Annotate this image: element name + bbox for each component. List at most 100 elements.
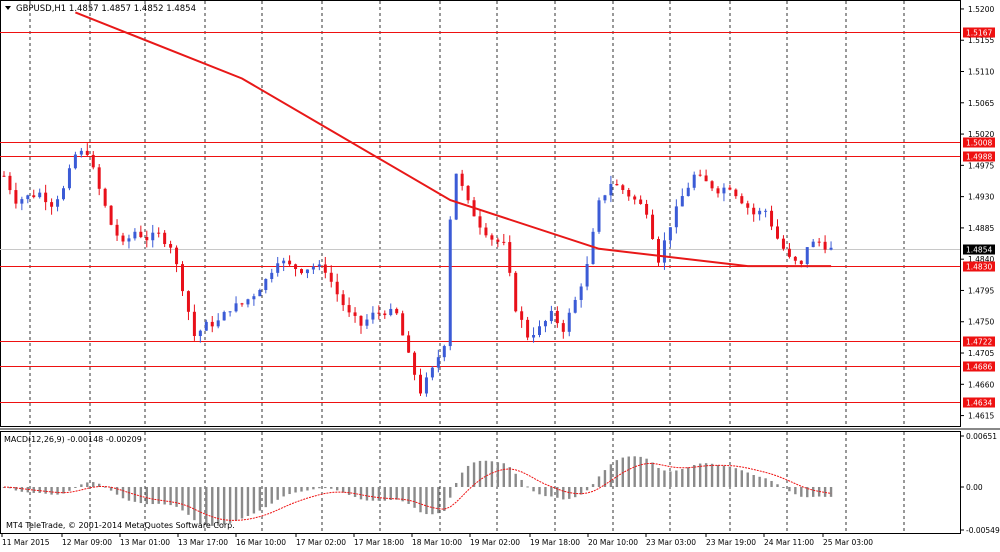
time-label: 16 Mar 10:00 xyxy=(236,538,286,547)
macd-bar xyxy=(151,486,154,505)
macd-bar xyxy=(109,486,113,491)
candle-body xyxy=(240,303,244,305)
macd-bar xyxy=(526,486,529,488)
candle-body xyxy=(157,232,161,234)
candle-body xyxy=(79,150,83,155)
level-tag-label: 1.4988 xyxy=(966,153,992,162)
macd-bar xyxy=(508,467,511,487)
level-tag xyxy=(963,336,995,347)
price-axis: 1.52001.51551.51101.50651.50201.49751.49… xyxy=(960,5,994,421)
price-tick-label: 1.4885 xyxy=(968,224,994,233)
candle-body xyxy=(186,291,190,312)
macd-bar xyxy=(734,468,738,487)
candle-body xyxy=(793,256,797,261)
time-label: 19 Mar 02:00 xyxy=(470,538,520,547)
macd-bar xyxy=(484,460,488,487)
candle-body xyxy=(192,311,196,337)
vertical-grid xyxy=(29,1,905,533)
macd-bar xyxy=(627,456,630,487)
macd-bar xyxy=(347,486,351,495)
candle-body xyxy=(294,264,298,270)
macd-bar xyxy=(419,486,422,513)
macd-bar xyxy=(490,461,494,487)
candle-body xyxy=(627,189,631,197)
macd-tick-label: 0.00651 xyxy=(966,432,997,441)
macd-bar xyxy=(562,486,565,500)
macd-bar xyxy=(371,486,375,501)
candle-body xyxy=(371,312,375,320)
level-tag-label: 1.4722 xyxy=(966,338,992,347)
candle-body xyxy=(365,319,369,326)
macd-tick-label: -0.00549 xyxy=(966,526,1000,535)
candle-body xyxy=(597,200,601,232)
macd-histogram xyxy=(2,456,833,526)
candle-body xyxy=(704,175,708,182)
macd-bar xyxy=(139,486,143,504)
macd-bar xyxy=(44,486,47,494)
price-tick-label: 1.4615 xyxy=(968,412,994,421)
macd-axis: 0.00651 0.00 -0.00549 xyxy=(960,432,1000,535)
macd-bar xyxy=(103,486,107,488)
time-label: 13 Mar 01:00 xyxy=(120,538,170,547)
time-label: 25 Mar 03:00 xyxy=(823,538,873,547)
time-label: 24 Mar 11:00 xyxy=(764,538,814,547)
macd-bar xyxy=(764,478,767,487)
candle-body xyxy=(776,226,779,239)
price-tick-label: 1.4660 xyxy=(968,380,994,389)
level-tag-label: 1.5008 xyxy=(966,139,992,148)
macd-bar xyxy=(80,484,83,487)
candle-body xyxy=(228,311,232,313)
macd-bar xyxy=(38,486,41,493)
candle-body xyxy=(407,335,411,353)
candle-body xyxy=(651,214,655,239)
candle-body xyxy=(246,299,250,305)
macd-bar xyxy=(86,482,89,487)
macd-bar xyxy=(413,486,416,508)
candle-body xyxy=(710,181,714,189)
candle-body xyxy=(163,232,167,245)
macd-bar xyxy=(336,486,339,491)
macd-bar xyxy=(651,462,654,487)
macd-bar xyxy=(823,486,827,497)
chevron-down-icon[interactable] xyxy=(5,6,11,10)
macd-bar xyxy=(359,486,363,500)
candle-body xyxy=(97,167,101,189)
candle-body xyxy=(234,303,238,312)
candle-body xyxy=(639,199,643,204)
level-tag xyxy=(963,27,995,38)
macd-bar xyxy=(205,486,208,525)
macd-bar xyxy=(800,486,803,497)
candle-body xyxy=(139,231,143,238)
macd-bar xyxy=(62,486,65,494)
candle-body xyxy=(305,269,309,274)
level-tag xyxy=(963,137,995,148)
macd-bar xyxy=(217,486,220,526)
macd-bar xyxy=(496,462,500,487)
candle-body xyxy=(680,196,684,207)
macd-bar xyxy=(574,486,577,498)
macd-bar xyxy=(389,486,392,501)
macd-bar xyxy=(597,476,601,487)
candle-body xyxy=(73,154,77,169)
candle-body xyxy=(401,313,405,336)
candle-body xyxy=(323,264,327,273)
macd-bar xyxy=(609,464,613,487)
macd-bar xyxy=(758,476,761,487)
macd-bar xyxy=(663,470,666,487)
macd-bar xyxy=(746,472,749,487)
macd-bar xyxy=(127,486,131,501)
candle-body xyxy=(377,312,381,314)
candle-body xyxy=(103,188,107,206)
macd-bar xyxy=(169,486,172,506)
macd-bar xyxy=(383,486,386,501)
price-tick-label: 1.5155 xyxy=(968,36,994,45)
candle-body xyxy=(288,260,292,265)
macd-signal-line xyxy=(3,462,832,521)
macd-bar xyxy=(722,465,726,487)
candle-body xyxy=(716,188,720,194)
candle-body xyxy=(14,190,18,204)
level-tag-label: 1.4830 xyxy=(966,263,992,272)
candlesticks xyxy=(2,143,833,397)
candle-body xyxy=(496,239,500,242)
